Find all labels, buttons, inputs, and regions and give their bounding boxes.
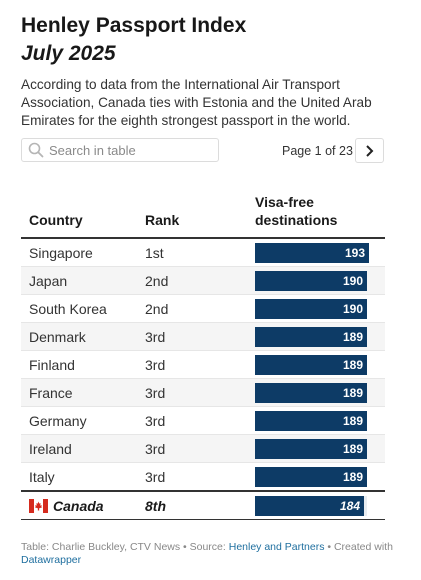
- column-header-visa-free[interactable]: Visa-free destinations: [255, 194, 338, 228]
- cell-country: Singapore: [29, 245, 93, 261]
- canada-flag-icon: [29, 499, 48, 513]
- cell-country: Denmark: [29, 329, 86, 345]
- column-header-rank[interactable]: Rank: [145, 212, 180, 228]
- table-row-highlight: Canada 8th 184: [21, 492, 385, 520]
- bar: [255, 299, 367, 319]
- footer-credits: Table: Charlie Buckley, CTV News • Sourc…: [21, 541, 401, 567]
- table-row: Italy 3rd 189: [21, 463, 385, 491]
- cell-rank: 3rd: [145, 413, 166, 429]
- table-row: Germany 3rd 189: [21, 407, 385, 435]
- chart-title: Henley Passport Index: [21, 14, 247, 37]
- cell-country: South Korea: [29, 301, 107, 317]
- bar-value-label: 189: [342, 330, 363, 344]
- cell-rank: 3rd: [145, 385, 166, 401]
- header-divider: [21, 237, 385, 239]
- chart-description: According to data from the International…: [21, 77, 372, 128]
- footer-tool-link[interactable]: Datawrapper: [21, 554, 82, 566]
- bar-value-label: 189: [342, 442, 363, 456]
- bar-value-label: 189: [342, 386, 363, 400]
- cell-country: Japan: [29, 273, 68, 289]
- table-row: Ireland 3rd 189: [21, 435, 385, 463]
- bar: [255, 327, 367, 347]
- table-row: Denmark 3rd 189: [21, 323, 385, 351]
- highlight-rank: 8th: [145, 498, 166, 514]
- search-box[interactable]: Search in table: [21, 138, 219, 162]
- cell-rank: 3rd: [145, 441, 166, 457]
- bar-value-label: 189: [342, 358, 363, 372]
- cell-rank: 3rd: [145, 357, 166, 373]
- bar-value-label: 189: [342, 414, 363, 428]
- cell-country: France: [29, 385, 73, 401]
- page-indicator: Page 1 of 23: [282, 144, 353, 158]
- highlight-divider: [21, 490, 385, 492]
- table-row: France 3rd 189: [21, 379, 385, 407]
- chevron-right-icon: [366, 145, 374, 157]
- column-header-country[interactable]: Country: [29, 212, 83, 228]
- table-row: South Korea 2nd 190: [21, 295, 385, 323]
- cell-rank: 3rd: [145, 469, 166, 485]
- cell-country: Germany: [29, 413, 87, 429]
- bar: [255, 383, 367, 403]
- footer-middle: • Created with: [324, 541, 393, 553]
- bar: [255, 355, 367, 375]
- highlight-bar-value: 184: [339, 499, 360, 513]
- cell-rank: 1st: [145, 245, 164, 261]
- bar-value-label: 193: [344, 246, 365, 260]
- table-row: Japan 2nd 190: [21, 267, 385, 295]
- bar-value-label: 190: [342, 302, 363, 316]
- cell-rank: 2nd: [145, 301, 169, 317]
- cell-rank: 2nd: [145, 273, 169, 289]
- highlight-bar: [255, 496, 364, 516]
- bar: [255, 243, 369, 263]
- bar: [255, 411, 367, 431]
- cell-country: Ireland: [29, 441, 72, 457]
- bar: [255, 271, 367, 291]
- bar: [255, 439, 367, 459]
- highlight-country: Canada: [53, 498, 104, 514]
- bar: [255, 467, 367, 487]
- search-icon: [28, 142, 44, 158]
- cell-country: Italy: [29, 469, 55, 485]
- search-placeholder[interactable]: Search in table: [49, 143, 136, 158]
- table-row: Finland 3rd 189: [21, 351, 385, 379]
- cell-rank: 3rd: [145, 329, 166, 345]
- footer-prefix: Table: Charlie Buckley, CTV News • Sourc…: [21, 541, 229, 553]
- bar-value-label: 190: [342, 274, 363, 288]
- bar-value-label: 189: [342, 470, 363, 484]
- table-row: Singapore 1st 193: [21, 239, 385, 267]
- chart-subtitle: July 2025: [21, 42, 116, 65]
- cell-country: Finland: [29, 357, 75, 373]
- next-page-button[interactable]: [355, 138, 384, 163]
- footer-source-link[interactable]: Henley and Partners: [228, 541, 325, 553]
